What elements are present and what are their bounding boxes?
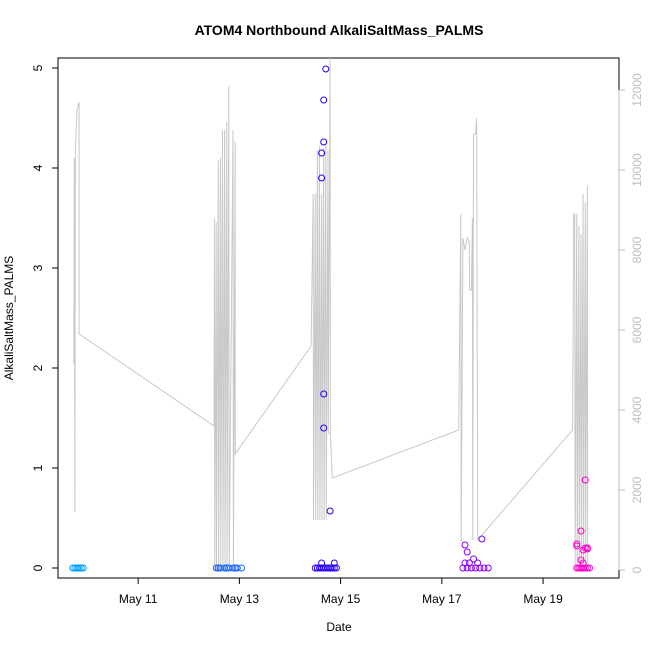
y-axis-label: AlkaliSaltMass_PALMS: [2, 256, 16, 381]
right-axis-line-series: [73, 57, 589, 571]
y2-tick-label: 10000: [630, 153, 644, 187]
data-point: [330, 564, 338, 572]
data-point: [214, 564, 222, 572]
x-tick-label: May 15: [321, 592, 361, 606]
data-point: [320, 138, 328, 146]
data-point: [586, 564, 593, 572]
line-series-path: [73, 57, 589, 571]
data-point: [474, 559, 482, 567]
data-point: [330, 559, 338, 567]
data-point: [463, 548, 471, 556]
y-tick-label: 5: [31, 64, 45, 71]
x-tick-label: May 17: [422, 592, 462, 606]
data-point: [577, 527, 585, 535]
x-tick-label: May 19: [523, 592, 563, 606]
y-tick-label: 3: [31, 264, 45, 271]
x-axis-label: Date: [326, 620, 352, 634]
y-tick-label: 1: [31, 464, 45, 471]
data-point: [573, 542, 581, 550]
data-point: [461, 541, 469, 549]
data-point: [581, 476, 589, 484]
chart-title: ATOM4 Northbound AlkaliSaltMass_PALMS: [195, 22, 484, 38]
y2-tick-label: 12000: [630, 73, 644, 107]
data-point: [212, 564, 220, 572]
y2-tick-label: 8000: [630, 236, 644, 263]
data-point: [579, 546, 587, 554]
y2-tick-label: 6000: [630, 316, 644, 343]
y-axis-right: 0 2000 4000 6000 8000 10000 12000: [618, 73, 644, 573]
x-tick-label: May 11: [119, 592, 158, 606]
data-point: [480, 564, 488, 572]
data-point: [583, 544, 591, 552]
data-point: [322, 65, 330, 73]
data-point: [579, 559, 587, 567]
y2-tick-label: 0: [630, 566, 644, 573]
data-point: [470, 555, 477, 563]
data-point: [484, 564, 492, 572]
y2-tick-label: 2000: [630, 476, 644, 503]
data-point: [583, 564, 591, 572]
data-point: [465, 559, 473, 567]
data-point: [478, 535, 486, 543]
data-point: [318, 174, 326, 182]
data-point: [320, 390, 328, 398]
y2-tick-label: 4000: [630, 396, 644, 423]
data-point: [75, 564, 83, 572]
data-point: [326, 507, 334, 515]
data-point: [318, 559, 326, 567]
y-tick-label: 2: [31, 364, 45, 371]
scatter-points: [69, 65, 593, 572]
data-point: [573, 540, 581, 548]
data-point: [79, 564, 87, 572]
data-point: [320, 424, 328, 432]
y-tick-label: 4: [31, 164, 45, 171]
y-axis-left: 0 1 2 3 4 5: [31, 64, 59, 571]
data-point: [223, 564, 231, 572]
data-point: [461, 559, 469, 567]
data-point: [231, 564, 239, 572]
x-tick-label: May 13: [220, 592, 260, 606]
data-point: [318, 149, 326, 157]
data-point: [233, 564, 241, 572]
data-point: [320, 96, 328, 104]
x-axis: May 11 May 13 May 15 May 17 May 19: [119, 577, 563, 606]
y-tick-label: 0: [31, 564, 45, 571]
data-point: [77, 564, 85, 572]
